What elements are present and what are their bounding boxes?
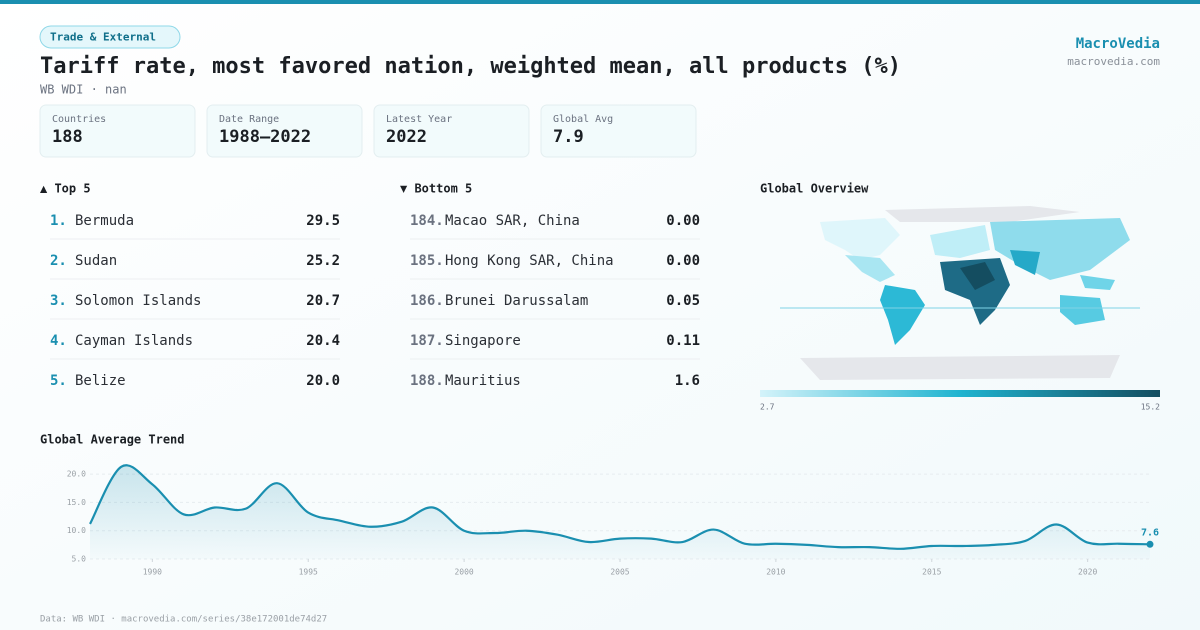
stat-label: Date Range bbox=[219, 114, 279, 125]
country: Macao SAR, China bbox=[445, 213, 580, 229]
rank: 185. bbox=[410, 253, 444, 269]
rank: 5. bbox=[50, 373, 67, 389]
stat-label: Global Avg bbox=[553, 114, 613, 125]
rankings: ▲ Top 5 1. Bermuda 29.5 2. Sudan 25.2 3. Solomon… bbox=[40, 182, 700, 389]
value: 29.5 bbox=[306, 213, 340, 229]
x-tick-label: 2020 bbox=[1078, 568, 1097, 577]
tag-pill bbox=[39, 25, 181, 49]
stat-card bbox=[540, 104, 697, 158]
stat-value: 7.9 bbox=[553, 127, 584, 147]
country: Bermuda bbox=[75, 213, 134, 229]
stats: Countries 188 Date Range 1988–2022 Latest Ye… bbox=[39, 104, 697, 158]
stat-value: 1988–2022 bbox=[219, 127, 311, 147]
country: Singapore bbox=[445, 333, 521, 349]
world-map bbox=[780, 206, 1140, 380]
country: Sudan bbox=[75, 253, 117, 269]
value: 20.4 bbox=[306, 333, 340, 349]
list-heading: ▼ Bottom 5 bbox=[400, 182, 472, 196]
scale-min: 2.7 bbox=[760, 403, 775, 412]
y-tick-label: 15.0 bbox=[67, 498, 86, 507]
y-tick-label: 10.0 bbox=[67, 526, 86, 535]
x-tick-label: 1990 bbox=[143, 568, 162, 577]
map-title: Global Overview bbox=[760, 182, 869, 196]
country: Hong Kong SAR, China bbox=[445, 253, 614, 269]
trend-chart: 5.0 10.0 15.0 20.0 1990 1995 2000 2005 2010 2015 2… bbox=[67, 464, 1159, 577]
color-scale bbox=[760, 390, 1160, 397]
x-tick-label: 1995 bbox=[299, 568, 318, 577]
trend-line bbox=[89, 464, 1151, 550]
list-heading: ▲ Top 5 bbox=[40, 182, 91, 196]
chart-title: Global Average Trend bbox=[40, 433, 185, 447]
rank: 186. bbox=[410, 293, 444, 309]
last-point bbox=[1146, 540, 1154, 548]
stat-value: 2022 bbox=[386, 127, 427, 147]
stat-label: Latest Year bbox=[386, 114, 452, 125]
scale-max: 15.2 bbox=[1141, 403, 1160, 412]
rank: 4. bbox=[50, 333, 67, 349]
stat-card bbox=[39, 104, 196, 158]
site: macrovedia.com bbox=[1067, 55, 1160, 68]
subtitle: WB WDI · nan bbox=[40, 83, 127, 97]
footer: Data: WB WDI · macrovedia.com/series/38e… bbox=[40, 615, 327, 625]
value: 0.00 bbox=[666, 253, 700, 269]
country: Belize bbox=[75, 373, 126, 389]
last-value-label: 7.6 bbox=[1141, 527, 1159, 538]
value: 0.05 bbox=[666, 293, 700, 309]
stat-card bbox=[373, 104, 530, 158]
rank: 184. bbox=[410, 213, 444, 229]
title: Tariff rate, most favored nation, weight… bbox=[40, 54, 901, 79]
stat-value: 188 bbox=[52, 127, 83, 147]
y-tick-label: 5.0 bbox=[72, 555, 87, 564]
country: Solomon Islands bbox=[75, 293, 201, 309]
value: 20.7 bbox=[306, 293, 340, 309]
y-tick-label: 20.0 bbox=[67, 470, 86, 479]
top-bar bbox=[0, 0, 1200, 4]
rank: 1. bbox=[50, 213, 67, 229]
country: Mauritius bbox=[445, 373, 521, 389]
stat-label: Countries bbox=[52, 114, 106, 125]
x-tick-label: 2015 bbox=[922, 568, 941, 577]
x-tick-label: 2010 bbox=[766, 568, 785, 577]
rank: 2. bbox=[50, 253, 67, 269]
value: 0.11 bbox=[666, 333, 700, 349]
value: 0.00 bbox=[666, 213, 700, 229]
rank: 3. bbox=[50, 293, 67, 309]
value: 25.2 bbox=[306, 253, 340, 269]
stat-card bbox=[206, 104, 363, 158]
x-tick-label: 2000 bbox=[454, 568, 473, 577]
rank: 188. bbox=[410, 373, 444, 389]
tag: Trade & External bbox=[50, 31, 156, 44]
value: 1.6 bbox=[675, 373, 700, 389]
x-tick-label: 2005 bbox=[610, 568, 629, 577]
country: Cayman Islands bbox=[75, 333, 193, 349]
trend-area bbox=[90, 465, 1150, 559]
country: Brunei Darussalam bbox=[445, 293, 588, 309]
brand: MacroVedia bbox=[1076, 36, 1160, 52]
value: 20.0 bbox=[306, 373, 340, 389]
rank: 187. bbox=[410, 333, 444, 349]
